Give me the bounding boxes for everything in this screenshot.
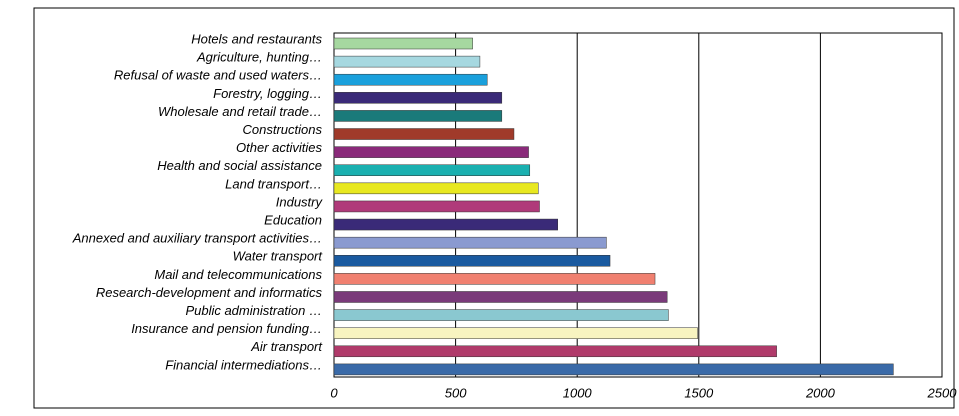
bar: [333, 73, 488, 86]
bar: [333, 37, 473, 50]
bar: [333, 255, 611, 267]
y-tick-label: Land transport…: [225, 176, 322, 191]
bar: [333, 345, 777, 358]
bar: [333, 55, 481, 68]
y-tick-label: Public administration …: [185, 303, 322, 318]
y-tick-label: Annexed and auxiliary transport activiti…: [72, 231, 322, 246]
bar: [333, 363, 894, 376]
bar: [333, 309, 669, 321]
y-tick-label: Forestry, logging…: [213, 86, 322, 101]
y-tick-label: Financial intermediations…: [165, 357, 322, 372]
y-tick-label: Constructions: [243, 122, 323, 137]
bar: [333, 273, 656, 285]
x-tick-label: 0: [330, 385, 338, 400]
y-tick-label: Health and social assistance: [157, 158, 322, 173]
y-tick-label: Insurance and pension funding…: [131, 321, 322, 336]
x-tick-label: 2500: [927, 385, 958, 400]
bar: [333, 164, 531, 176]
y-tick-label: Other activities: [236, 140, 322, 155]
bar: [333, 236, 607, 249]
bar: [333, 182, 539, 195]
y-tick-label: Wholesale and retail trade…: [158, 104, 322, 119]
y-tick-label: Agriculture, hunting…: [196, 50, 322, 65]
x-tick-label: 1500: [684, 385, 714, 400]
y-tick-label: Water transport: [233, 249, 324, 264]
y-tick-label: Refusal of waste and used waters…: [114, 68, 322, 83]
bar: [333, 92, 503, 104]
bar: [333, 146, 529, 158]
y-tick-label: Industry: [276, 194, 324, 209]
x-tick-label: 1000: [563, 385, 593, 400]
bar: [333, 218, 558, 231]
y-tick-label: Air transport: [250, 339, 323, 354]
bar: [333, 128, 515, 140]
y-tick-label: Mail and telecommunications: [154, 267, 322, 282]
x-tick-label: 500: [445, 385, 467, 400]
x-tick-label: 2000: [805, 385, 836, 400]
y-tick-label: Research-development and informatics: [96, 285, 323, 300]
bar: [333, 200, 540, 213]
bar: [333, 110, 503, 122]
bar: [333, 327, 698, 339]
y-tick-label: Hotels and restaurants: [191, 31, 322, 46]
bar: [333, 291, 668, 303]
y-tick-label: Education: [264, 212, 322, 227]
